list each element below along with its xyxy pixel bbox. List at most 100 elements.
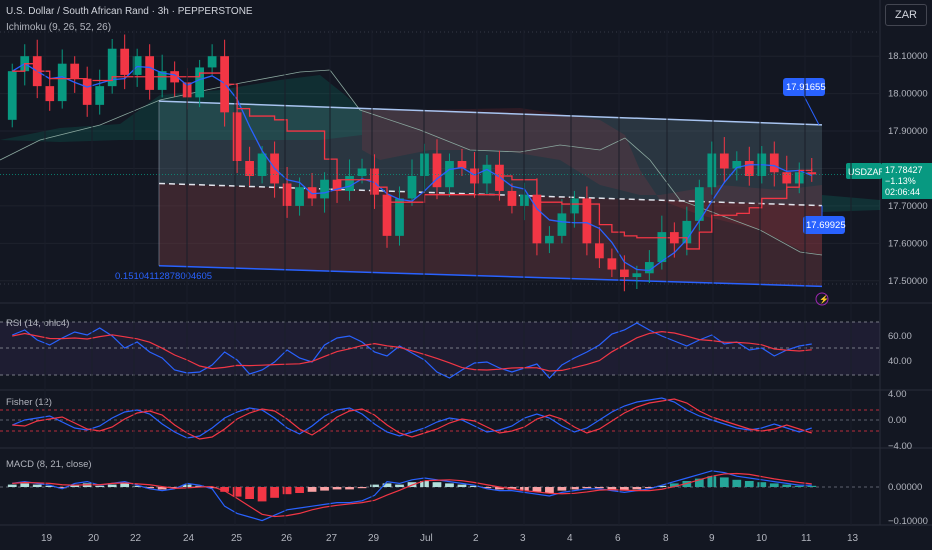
macd-histogram-bar — [120, 483, 130, 487]
fisher-line — [12, 397, 812, 439]
candle-body — [57, 63, 67, 102]
macd-histogram-bar — [357, 487, 367, 489]
candle-body — [682, 220, 692, 244]
candle-body — [445, 161, 454, 188]
macd-histogram-bar — [170, 487, 180, 489]
macd-histogram-bar — [757, 482, 767, 487]
x-axis-label: 2 — [473, 533, 479, 544]
candle-body — [719, 153, 729, 169]
x-axis-label: 20 — [88, 533, 100, 544]
macd-histogram-bar — [769, 483, 779, 487]
fisher-tick-4: 4.00 — [888, 389, 907, 400]
candle-body — [632, 273, 642, 278]
candle-body — [732, 161, 742, 169]
x-axis-label: 19 — [41, 533, 53, 544]
x-axis-label: 13 — [847, 533, 859, 544]
candle-body — [145, 56, 155, 90]
candle-body — [295, 187, 304, 206]
x-axis-label: 8 — [663, 533, 669, 544]
macd-histogram-bar — [807, 485, 817, 487]
macd-histogram-bar — [370, 484, 379, 487]
x-axis-label: 10 — [756, 533, 768, 544]
x-axis-label: 3 — [520, 533, 526, 544]
ichimoku-legend[interactable]: Ichimoku (9, 26, 52, 26) — [6, 22, 112, 33]
macd-histogram-bar — [245, 487, 254, 499]
candle-body — [382, 194, 392, 236]
candle-body — [7, 71, 17, 120]
callout-lower-box — [803, 216, 845, 234]
candle-body — [195, 67, 205, 98]
candle-body — [545, 235, 554, 244]
macd-histogram-bar — [132, 485, 142, 487]
macd-histogram-bar — [782, 484, 792, 487]
candle-body — [407, 175, 417, 199]
macd-histogram-bar — [232, 487, 242, 497]
symbol-badge — [846, 163, 882, 179]
price-tick: 17.50000 — [888, 276, 928, 287]
candle-body — [70, 63, 80, 79]
x-axis-label: 24 — [183, 533, 195, 544]
macd-histogram-bar — [95, 485, 105, 487]
macd-histogram-bar — [220, 487, 229, 492]
macd-histogram-bar — [307, 487, 317, 492]
macd-histogram-bar — [320, 487, 329, 491]
x-axis-label: 29 — [368, 533, 380, 544]
channel-value-label: 0.15104112878004605 — [115, 271, 212, 282]
candle-body — [582, 198, 592, 244]
callout-upper-box — [783, 78, 825, 96]
macd-tick-0: 0.00000 — [888, 482, 922, 493]
macd-histogram-bar — [207, 487, 217, 489]
macd-histogram-bar — [332, 487, 342, 490]
macd-histogram-bar — [632, 487, 642, 490]
candle-body — [532, 194, 542, 244]
x-axis-label: Jul — [420, 533, 433, 544]
macd-histogram-bar — [707, 476, 717, 487]
x-axis-label: 25 — [231, 533, 243, 544]
macd-histogram-bar — [719, 477, 729, 487]
currency-button[interactable]: ZAR — [885, 4, 927, 26]
macd-histogram-bar — [495, 487, 504, 490]
rsi-line — [12, 322, 812, 379]
price-tick: 18.00000 — [888, 89, 928, 100]
lightning-icon — [815, 292, 829, 306]
tenkan-line — [11, 62, 813, 272]
callout-upper-label: 17.91655 — [786, 82, 826, 93]
candle-body — [245, 161, 254, 176]
candle-body — [107, 48, 117, 87]
candle-body — [157, 71, 167, 90]
price-badge-countdown: 02:06:44 — [885, 187, 920, 197]
rsi-signal-line — [12, 330, 812, 372]
macd-line — [12, 470, 812, 522]
macd-histogram-bar — [457, 484, 467, 487]
candle-body — [769, 153, 779, 173]
macd-histogram-bar — [532, 487, 542, 492]
macd-histogram-bar — [570, 487, 579, 490]
macd-tick-neg: −0.10000 — [888, 516, 928, 527]
x-axis-label: 4 — [567, 533, 573, 544]
macd-histogram-bar — [145, 487, 155, 489]
candle-body — [507, 190, 517, 206]
macd-histogram-bar — [744, 481, 754, 487]
macd-histogram-bar — [657, 485, 667, 487]
macd-label: MACD (8, 21, close) — [6, 459, 92, 470]
macd-histogram-bar — [582, 487, 592, 489]
macd-signal-line — [12, 472, 812, 518]
macd-histogram-bar — [107, 484, 117, 487]
candle-body — [395, 198, 404, 236]
fisher-tick-0: 0.00 — [888, 415, 907, 426]
candle-body — [82, 78, 92, 105]
callout-upper-pointer — [803, 95, 820, 126]
candle-body — [307, 187, 317, 199]
fisher-tick-neg4: −4.00 — [888, 441, 912, 452]
candle-body — [345, 175, 354, 191]
candle-body — [257, 153, 267, 176]
x-axis-label: 27 — [326, 533, 338, 544]
rsi-label: RSI (14, ohlc4) — [6, 318, 69, 329]
candle-body — [744, 161, 754, 176]
macd-histogram-bar — [395, 484, 404, 487]
macd-histogram-bar — [557, 487, 567, 491]
macd-histogram-bar — [619, 487, 629, 491]
rsi-tick-60: 60.00 — [888, 331, 912, 342]
macd-histogram-bar — [282, 487, 292, 495]
